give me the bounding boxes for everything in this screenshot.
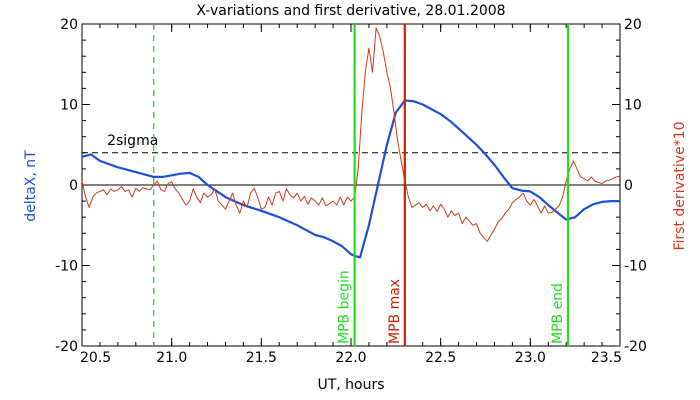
marker-label: MPB end [550,283,566,344]
y-tick-label-left: 10 [60,98,78,114]
y-tick-label-left: 0 [69,178,78,194]
x-tick-label: 22.0 [335,350,366,366]
marker-label: MPB max [387,279,403,344]
deltax-series-line [81,99,620,259]
x-tick-label: 23.5 [591,350,622,366]
threshold-label: 2sigma [107,133,158,149]
y-tick-label-right: 20 [624,17,642,33]
x-tick-label: 21.0 [156,350,187,366]
y-tick-label-right: 0 [624,178,633,194]
x-tick-label: 23.0 [515,350,546,366]
y-tick-label-right: 10 [624,98,642,114]
x-tick-label: 22.5 [425,350,456,366]
x-axis-label: UT, hours [317,377,384,393]
y-tick-label-right: -20 [624,339,647,355]
y-tick-label-right: -10 [624,259,647,275]
y-tick-label-left: -20 [55,339,78,355]
y-tick-label-left: -10 [55,259,78,275]
derivative-series-line [81,27,621,242]
x-tick-label: 21.5 [246,350,277,366]
y-axis-label-left: deltaX, nT [23,150,39,222]
x-tick-label: 20.5 [80,350,111,366]
y-axis-label-right: First derivative*10 [672,121,688,250]
y-tick-label-left: 20 [60,17,78,33]
chart-title: X-variations and first derivative, 28.01… [196,3,505,19]
marker-label: MPB begin [337,270,353,344]
